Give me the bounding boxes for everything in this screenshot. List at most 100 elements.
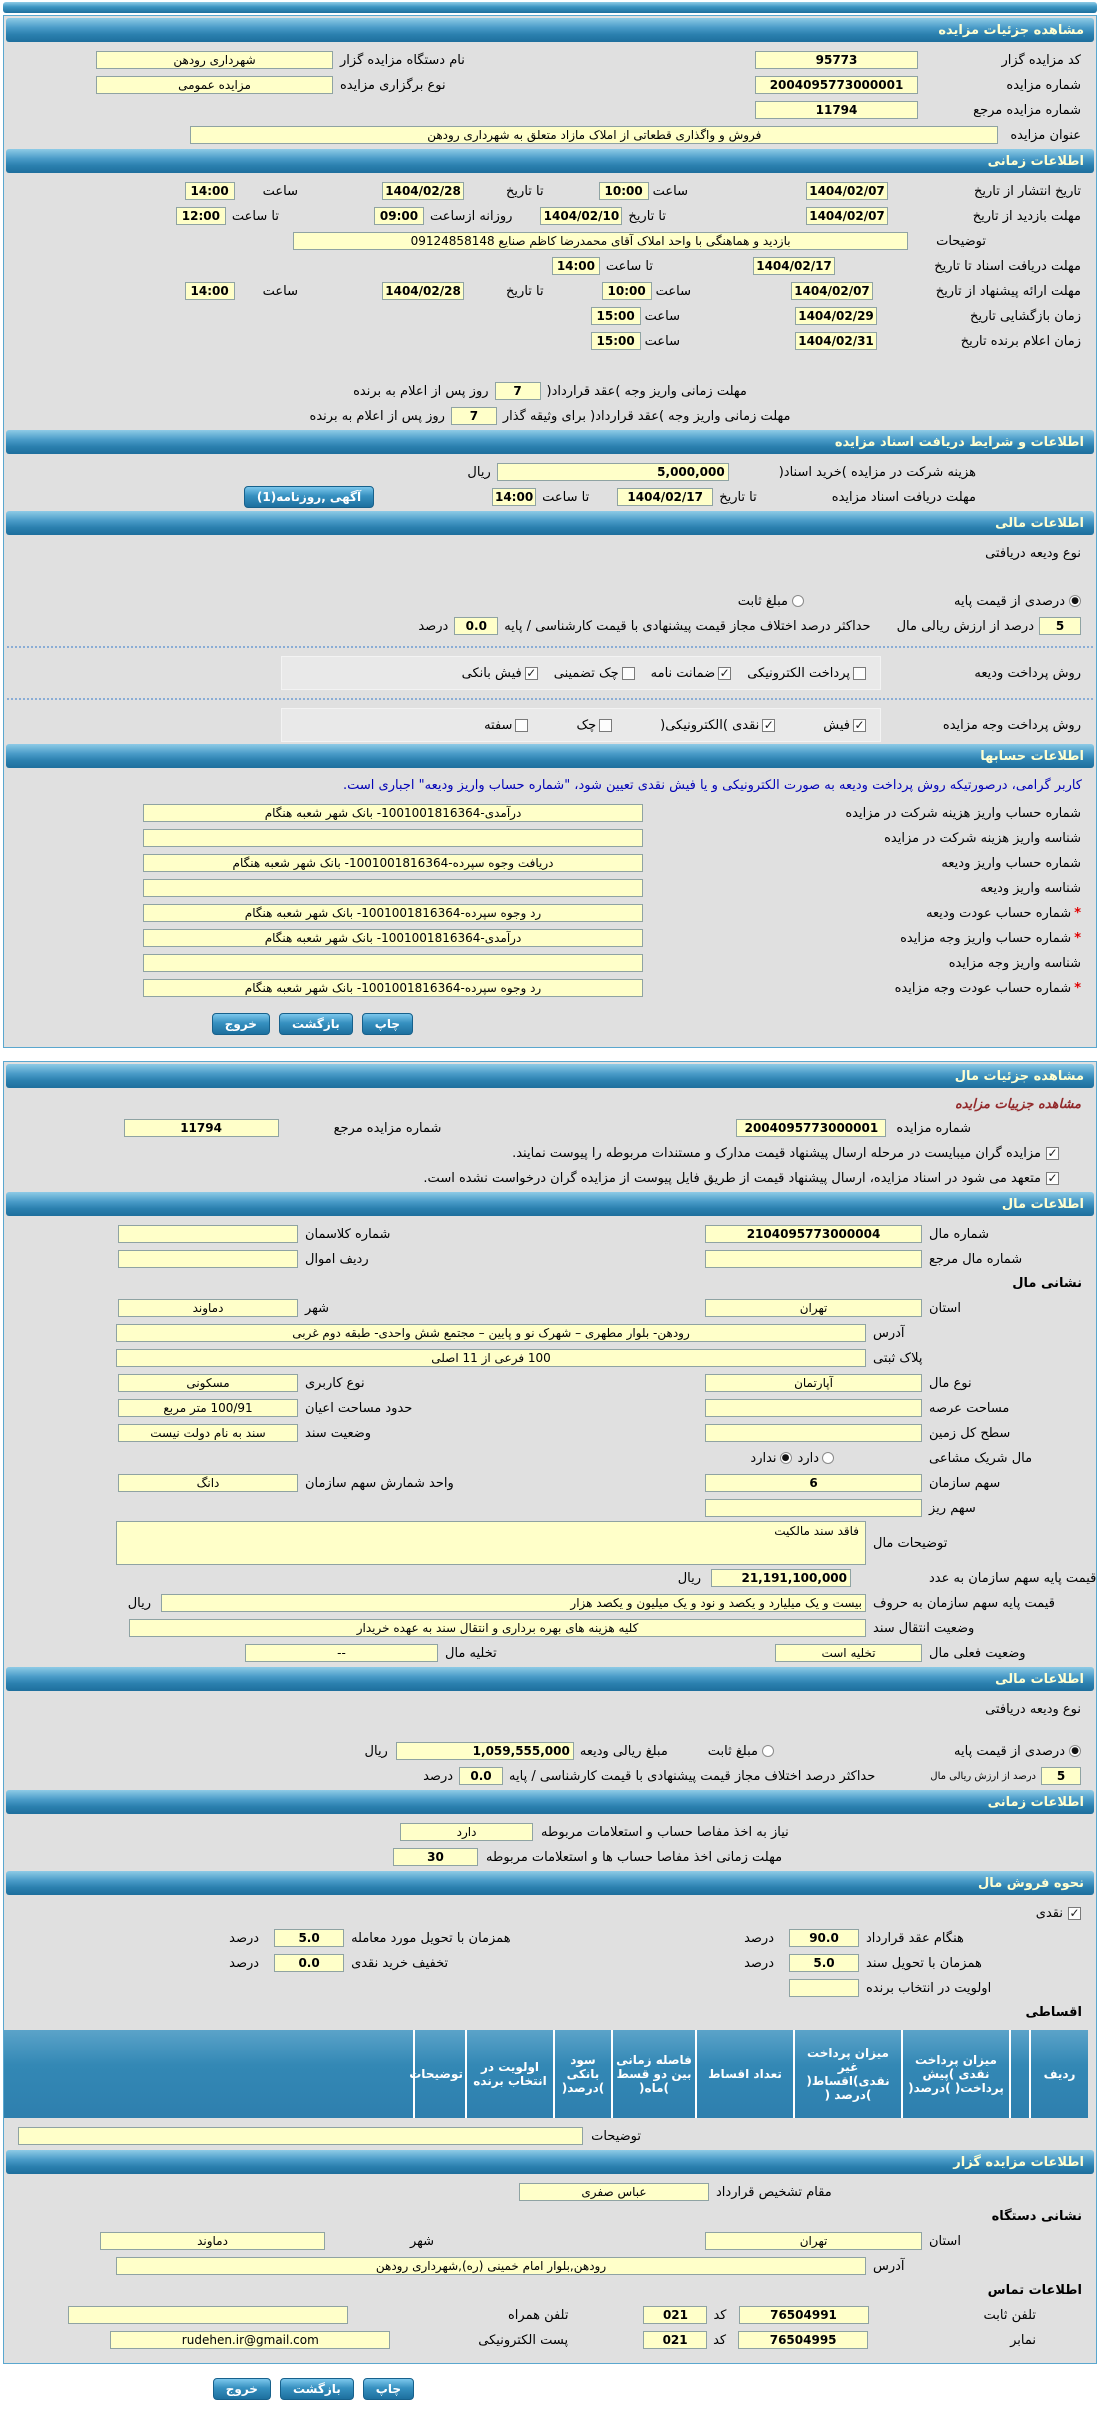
- max-diff-field[interactable]: 0.0: [459, 1767, 504, 1785]
- phone-code-field[interactable]: 021: [643, 2306, 708, 2324]
- current-status-field[interactable]: تخلیه است: [775, 1644, 922, 1662]
- org-share-field[interactable]: 6: [705, 1474, 922, 1492]
- on-contract-field[interactable]: 90.0: [789, 1929, 859, 1947]
- docs-deadline-date[interactable]: 1404/02/17: [753, 257, 835, 275]
- auction-return-account-field[interactable]: رد وجوه سپرده-1001001816364- بانک شهر شع…: [143, 979, 643, 997]
- visit-notes-field[interactable]: بازدید و هماهنگی با واحد املاک آقای محمد…: [293, 232, 909, 250]
- docs-deadline-time[interactable]: 14:00: [551, 257, 600, 275]
- checkbox-certified-check[interactable]: [621, 666, 635, 680]
- clearance-deadline-field[interactable]: 30: [393, 1848, 478, 1866]
- deposit-percent-field[interactable]: 5: [1041, 1767, 1081, 1785]
- winner-date[interactable]: 1404/02/31: [795, 332, 877, 350]
- radio-partner-yes[interactable]: [822, 1452, 834, 1464]
- org-province-field[interactable]: تهران: [705, 2232, 922, 2250]
- org-city-field[interactable]: دماوند: [100, 2232, 325, 2250]
- radio-percent-of-base[interactable]: ●: [1069, 595, 1081, 607]
- checkbox-electronic-payment[interactable]: [853, 666, 866, 680]
- deposit-amount-field[interactable]: 1,059,555,000: [395, 1742, 574, 1760]
- print-button[interactable]: چاپ: [362, 2378, 414, 2400]
- asset-row-field[interactable]: [118, 1250, 298, 1268]
- land-area-field[interactable]: [705, 1399, 922, 1417]
- print-button[interactable]: چاپ: [361, 1013, 413, 1035]
- publish-from-date[interactable]: 1404/02/07: [806, 182, 888, 200]
- classification-field[interactable]: [118, 1225, 298, 1243]
- contract-authority-field[interactable]: عباس صفری: [519, 2183, 709, 2201]
- radio-fixed-amount[interactable]: [762, 1745, 775, 1757]
- city-field[interactable]: دماوند: [118, 1299, 298, 1317]
- checkbox-bank-slip[interactable]: ✓: [524, 666, 538, 680]
- radio-percent-of-base[interactable]: ●: [1069, 1745, 1081, 1757]
- winner-priority-field[interactable]: [789, 1979, 859, 1997]
- total-land-field[interactable]: [705, 1424, 922, 1442]
- offer-to-time[interactable]: 14:00: [184, 282, 235, 300]
- radio-partner-no[interactable]: ●: [779, 1452, 792, 1464]
- deposit-percent-field[interactable]: 5: [1039, 617, 1081, 635]
- phone-field[interactable]: 76504991: [738, 2306, 869, 2324]
- fax-code-field[interactable]: 021: [643, 2331, 708, 2349]
- docs-receive-time[interactable]: 14:00: [492, 488, 537, 506]
- exit-button[interactable]: خروج: [212, 2378, 271, 2400]
- deed-status-field[interactable]: سند به نام دولت نیست: [118, 1424, 298, 1442]
- publish-to-date[interactable]: 1404/02/28: [382, 182, 465, 200]
- sub-share-field[interactable]: [705, 1499, 922, 1517]
- building-area-field[interactable]: 100/91 متر مربع: [118, 1399, 298, 1417]
- auction-number-field[interactable]: 2004095773000001: [755, 76, 918, 94]
- checkbox-check[interactable]: [599, 718, 613, 732]
- checkbox-guarantee-letter[interactable]: ✓: [718, 666, 732, 680]
- address-field[interactable]: رودهن- بلوار مطهری – شهرک نو و پایین – م…: [116, 1324, 866, 1342]
- province-field[interactable]: تهران: [705, 1299, 922, 1317]
- base-price-words-field[interactable]: بیست و یک میلیارد و یکصد و نود و یک میلی…: [161, 1594, 866, 1612]
- fax-field[interactable]: 76504995: [738, 2331, 869, 2349]
- org-address-field[interactable]: رودهن,بلوار امام خمینی (ره),شهرداری روده…: [116, 2257, 866, 2275]
- property-type-field[interactable]: آپارتمان: [705, 1374, 922, 1392]
- on-delivery-field[interactable]: 5.0: [274, 1929, 345, 1947]
- deposit-id-field[interactable]: [143, 879, 643, 897]
- fee-account-field[interactable]: درآمدی-1001001816364- بانک شهر شعبه هنگا…: [143, 804, 643, 822]
- exit-button[interactable]: خروج: [211, 1013, 270, 1035]
- view-auction-details-link[interactable]: مشاهده جزییات مزایده: [954, 1097, 1081, 1112]
- sale-notes-field[interactable]: [18, 2127, 584, 2145]
- fee-field[interactable]: 5,000,000: [496, 463, 729, 481]
- auction-code-field[interactable]: 95773: [755, 51, 918, 69]
- offer-from-date[interactable]: 1404/02/07: [791, 282, 873, 300]
- checkbox-attachment-required[interactable]: ✓: [1046, 1146, 1059, 1160]
- visit-time-to[interactable]: 12:00: [175, 207, 226, 225]
- option-bank-slip[interactable]: ✓ فیش بانکی: [461, 665, 538, 681]
- back-button[interactable]: بازگشت: [278, 1013, 353, 1035]
- fee-id-field[interactable]: [143, 829, 643, 847]
- auction-number-field[interactable]: 2004095773000001: [736, 1119, 887, 1137]
- ref-number-field[interactable]: 11794: [123, 1119, 279, 1137]
- newspaper-ad-button[interactable]: آگهی ,روزنامه(1): [243, 486, 375, 508]
- deposit-return-account-field[interactable]: رد وجوه سپرده-1001001816364- بانک شهر شع…: [143, 904, 643, 922]
- docs-receive-date[interactable]: 1404/02/17: [617, 488, 714, 506]
- option-electronic-payment[interactable]: پرداخت الکترونیکی: [747, 666, 866, 681]
- registration-plate-field[interactable]: 100 فرعی از 11 اصلی: [116, 1349, 866, 1367]
- ref-number-field[interactable]: 11794: [755, 101, 918, 119]
- usage-type-field[interactable]: مسکونی: [118, 1374, 298, 1392]
- property-ref-field[interactable]: [705, 1250, 922, 1268]
- checkbox-cash-electronic[interactable]: ✓: [762, 718, 776, 732]
- on-deed-field[interactable]: 5.0: [789, 1954, 859, 1972]
- option-certified-check[interactable]: چک تضمینی: [554, 666, 635, 681]
- radio-fixed-amount[interactable]: [792, 595, 805, 607]
- clearance-needed-field[interactable]: دارد: [400, 1823, 533, 1841]
- visit-time-from[interactable]: 09:00: [373, 207, 424, 225]
- evacuation-field[interactable]: --: [245, 1644, 438, 1662]
- offer-to-date[interactable]: 1404/02/28: [382, 282, 465, 300]
- payment-deadline2-days[interactable]: 7: [450, 407, 497, 425]
- property-notes-field[interactable]: فاقد سند مالکیت: [116, 1521, 866, 1565]
- winner-time[interactable]: 15:00: [590, 332, 641, 350]
- cash-discount-field[interactable]: 0.0: [274, 1954, 345, 1972]
- offer-from-time[interactable]: 10:00: [601, 282, 652, 300]
- mobile-field[interactable]: [67, 2306, 348, 2324]
- deposit-account-field[interactable]: دریافت وجوه سپرده-1001001816364- بانک شه…: [143, 854, 643, 872]
- org-name-field[interactable]: شهرداری رودهن: [96, 51, 333, 69]
- option-fish[interactable]: ✓ فیش: [823, 717, 866, 733]
- email-field[interactable]: rudehen.ir@gmail.com: [110, 2331, 391, 2349]
- visit-to-date[interactable]: 1404/02/10: [540, 207, 623, 225]
- checkbox-promissory-note[interactable]: [515, 718, 529, 732]
- back-button[interactable]: بازگشت: [279, 2378, 354, 2400]
- option-cash-electronic[interactable]: ✓ نقدی )الکترونیکی(: [660, 717, 776, 733]
- auction-type-field[interactable]: مزایده عمومی: [96, 76, 333, 94]
- share-unit-field[interactable]: دانگ: [118, 1474, 298, 1492]
